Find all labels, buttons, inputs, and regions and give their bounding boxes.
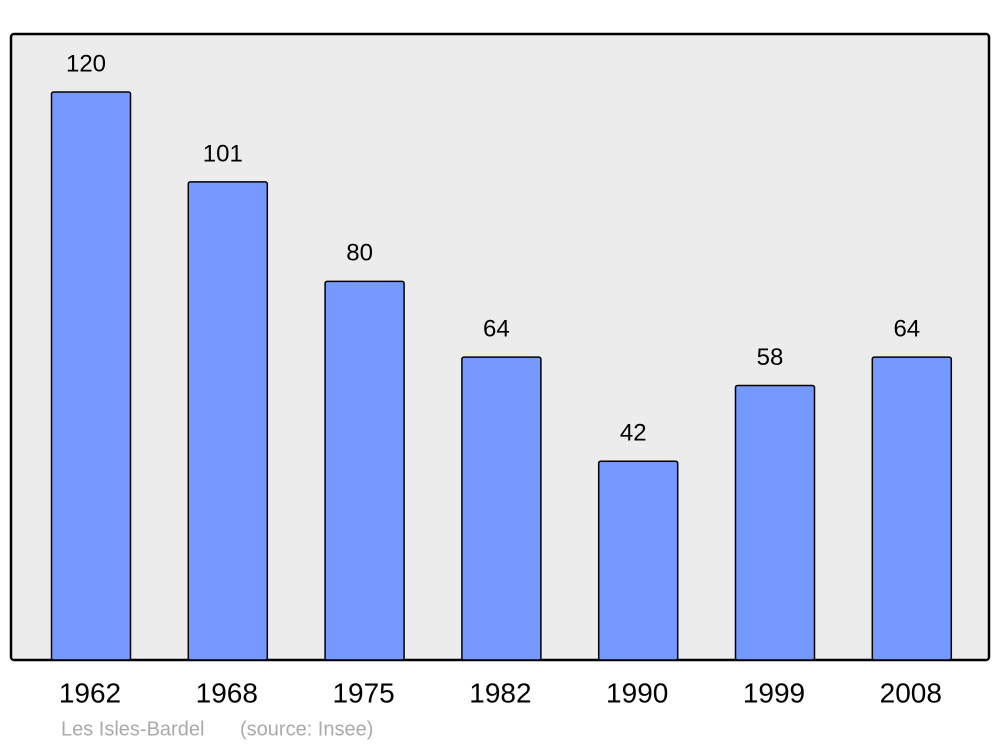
x-tick-label: 1982 — [469, 677, 531, 708]
x-tick-label: 1975 — [332, 677, 394, 708]
value-label: 58 — [757, 344, 784, 371]
bar — [871, 356, 953, 661]
value-label: 101 — [203, 140, 243, 167]
x-tick-label: 1962 — [59, 677, 121, 708]
value-label: 80 — [346, 240, 373, 267]
bar — [597, 460, 679, 661]
bar — [50, 91, 132, 661]
x-tick-label: 1990 — [606, 677, 668, 708]
x-tick-label: 2008 — [880, 677, 942, 708]
source: (source: Insee) — [240, 718, 373, 740]
x-tick-label: 1968 — [196, 677, 258, 708]
bar — [324, 280, 405, 661]
place-name: Les Isles-Bardel — [61, 718, 204, 740]
value-label: 64 — [893, 315, 920, 342]
bar — [461, 356, 542, 661]
value-label: 64 — [483, 315, 510, 342]
bar — [734, 384, 816, 661]
value-label: 120 — [66, 50, 106, 77]
bar — [187, 181, 269, 661]
value-label: 42 — [620, 420, 647, 447]
x-tick-label: 1999 — [743, 677, 805, 708]
